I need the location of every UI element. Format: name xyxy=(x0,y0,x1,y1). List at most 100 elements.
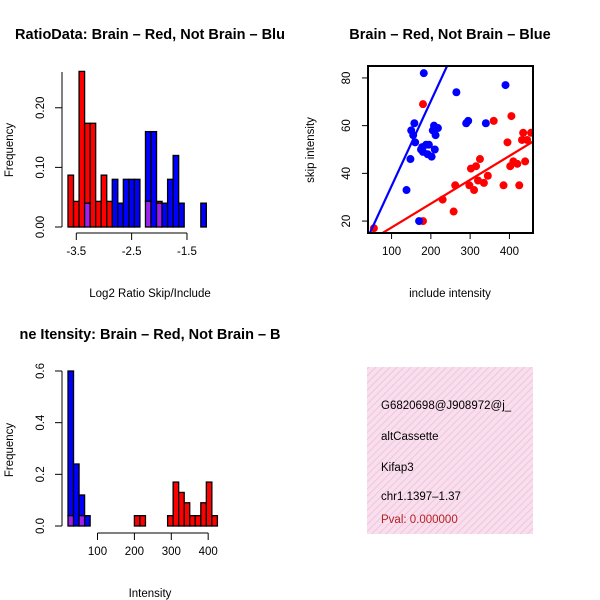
x-axis-label: include intensity xyxy=(409,288,491,300)
not-brain-bar xyxy=(78,494,86,517)
plot-frame xyxy=(367,65,534,234)
brain-point xyxy=(527,128,533,137)
y-tick-label: 0.20 xyxy=(35,97,47,119)
p-value: Pval: 0.000000 xyxy=(381,514,458,526)
not-brain-bar xyxy=(111,178,119,228)
brain-point xyxy=(519,128,528,137)
brain-point xyxy=(507,112,516,121)
not-brain-fit-line xyxy=(368,66,449,233)
brain-bar xyxy=(178,491,185,527)
not-brain-point xyxy=(430,145,439,154)
bar-group xyxy=(67,370,219,527)
brain-bar xyxy=(67,174,75,228)
gene-name: Kifap3 xyxy=(381,462,414,474)
x-tick-label: 300 xyxy=(162,546,181,558)
brain-point xyxy=(489,116,498,125)
brain-point xyxy=(499,181,508,190)
brain-bar xyxy=(83,122,91,204)
brain-point xyxy=(513,159,522,168)
not-brain-bar xyxy=(133,178,141,228)
x-tick-label: 200 xyxy=(125,546,144,558)
not-brain-point xyxy=(464,116,473,125)
not-brain-bar xyxy=(67,370,75,517)
y-tick-label: 80 xyxy=(341,72,353,85)
brain-bar xyxy=(106,200,113,228)
not-brain-bar xyxy=(200,202,207,228)
x-tick-label: 100 xyxy=(382,246,401,258)
not-brain-point xyxy=(452,88,461,97)
not-brain-point xyxy=(419,69,428,78)
brain-bar xyxy=(100,174,108,228)
plot-area xyxy=(368,66,533,233)
brain-bar xyxy=(194,515,202,527)
overlap-bar xyxy=(144,200,152,228)
y-axis-label: Frequency xyxy=(4,123,16,178)
brain-point xyxy=(523,135,532,144)
brain-point xyxy=(419,100,427,109)
brain-point xyxy=(483,171,492,180)
brain-bar xyxy=(89,122,97,228)
overlap-bar xyxy=(83,202,91,228)
chart-title: RatioData: Brain – Red, Not Brain – Blu xyxy=(15,27,285,43)
brain-point xyxy=(472,162,481,171)
event-type: altCassette xyxy=(381,431,439,443)
not-brain-bar xyxy=(150,130,158,228)
info-hatch xyxy=(367,367,533,534)
brain-bar xyxy=(211,515,219,527)
x-axis-label: Intensity xyxy=(129,588,172,600)
brain-point xyxy=(521,157,530,166)
y-tick-label: 60 xyxy=(341,119,353,132)
brain-bar xyxy=(166,515,174,527)
not-brain-point xyxy=(431,131,440,140)
brain-point xyxy=(475,155,484,164)
ratio-histogram-panel: RatioData: Brain – Red, Not Brain – Blu … xyxy=(4,27,285,300)
x-tick-label: 100 xyxy=(88,546,107,558)
not-brain-point xyxy=(410,119,419,128)
brain-bar xyxy=(189,515,196,527)
not-brain-point xyxy=(402,186,411,195)
not-brain-bar xyxy=(161,202,169,228)
not-brain-bar xyxy=(72,463,80,527)
brain-point xyxy=(503,138,512,147)
not-brain-point xyxy=(481,119,490,128)
brain-bar xyxy=(95,200,102,228)
x-tick-label: 200 xyxy=(421,246,440,258)
y-axis-label: skip intensity xyxy=(305,117,317,183)
event-id: G6820698@J908972@j_ xyxy=(381,400,512,412)
axes: 100 200 300 400 0.0 0.2 0.4 0.6 xyxy=(35,363,218,558)
overlap-bar xyxy=(67,515,75,527)
not-brain-point xyxy=(424,140,433,149)
not-brain-point xyxy=(433,124,442,133)
not-brain-bar xyxy=(128,178,136,228)
y-tick-label: 20 xyxy=(341,215,353,228)
brain-bar xyxy=(172,481,180,527)
x-tick-label: 300 xyxy=(461,246,480,258)
genomic-location: chr1.1397–1.37 xyxy=(381,491,461,503)
x-tick-label: 400 xyxy=(500,246,519,258)
y-tick-label: 0.10 xyxy=(35,156,47,178)
intensity-histogram-panel: ne Itensity: Brain – Red, Not Brain – B … xyxy=(4,327,281,600)
y-tick-label: 0.4 xyxy=(35,414,47,431)
brain-bar xyxy=(183,502,191,527)
y-tick-label: 40 xyxy=(341,167,353,180)
axes: -3.5 -2.5 -1.5 0.00 0.10 0.20 xyxy=(35,72,197,258)
not-brain-point xyxy=(427,152,436,161)
y-tick-label: 0.00 xyxy=(35,216,47,238)
brain-point xyxy=(449,207,458,216)
not-brain-point xyxy=(415,217,424,226)
not-brain-bar xyxy=(178,202,185,228)
brain-fit-line xyxy=(380,140,533,233)
brain-bar xyxy=(200,502,207,527)
brain-bar xyxy=(78,70,86,228)
intensity-scatter-panel: Brain – Red, Not Brain – Blue include in… xyxy=(305,27,551,300)
brain-point xyxy=(470,186,479,195)
overlap-bar xyxy=(155,202,163,228)
not-brain-point xyxy=(501,81,510,90)
x-tick-label: -2.5 xyxy=(122,246,142,258)
not-brain-point xyxy=(406,155,415,164)
brain-bar xyxy=(139,515,147,527)
not-brain-bar xyxy=(144,130,152,203)
bar-group xyxy=(67,70,207,228)
y-axis-label: Frequency xyxy=(4,423,16,478)
y-tick-label: 0.0 xyxy=(35,518,47,534)
